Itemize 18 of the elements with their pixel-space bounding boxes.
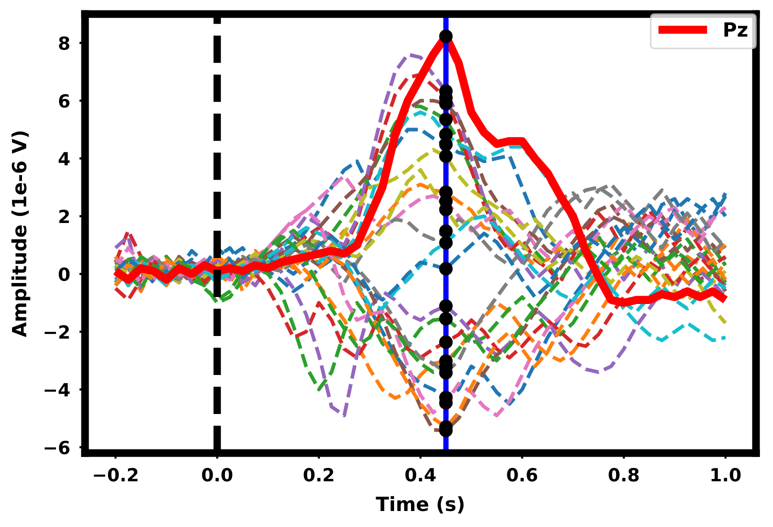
y-tick-label: −2	[44, 325, 69, 339]
y-tick-label: 4	[58, 152, 70, 166]
x-tick-label: 0.2	[304, 468, 334, 482]
x-tick-label: 0.6	[507, 468, 538, 482]
x-tick-label: −0.2	[94, 468, 138, 482]
x-tick-label: 0.0	[202, 468, 232, 482]
y-tick-label: 6	[59, 94, 70, 108]
y-tick-label: 8	[58, 36, 70, 50]
y-axis-title: Amplitude (1e-6 V)	[11, 131, 30, 338]
y-tick-label: 2	[59, 210, 69, 224]
y-tick-label: −6	[44, 440, 70, 454]
legend-label: Pz	[724, 22, 748, 37]
x-axis-title: Time (s)	[376, 496, 464, 514]
y-tick-label: 0	[58, 267, 70, 282]
y-tick-label: −4	[44, 383, 70, 396]
x-tick-label: 0.8	[608, 468, 639, 482]
x-tick-label: 1.0	[712, 468, 741, 482]
x-tick-label: 0.4	[405, 468, 436, 482]
